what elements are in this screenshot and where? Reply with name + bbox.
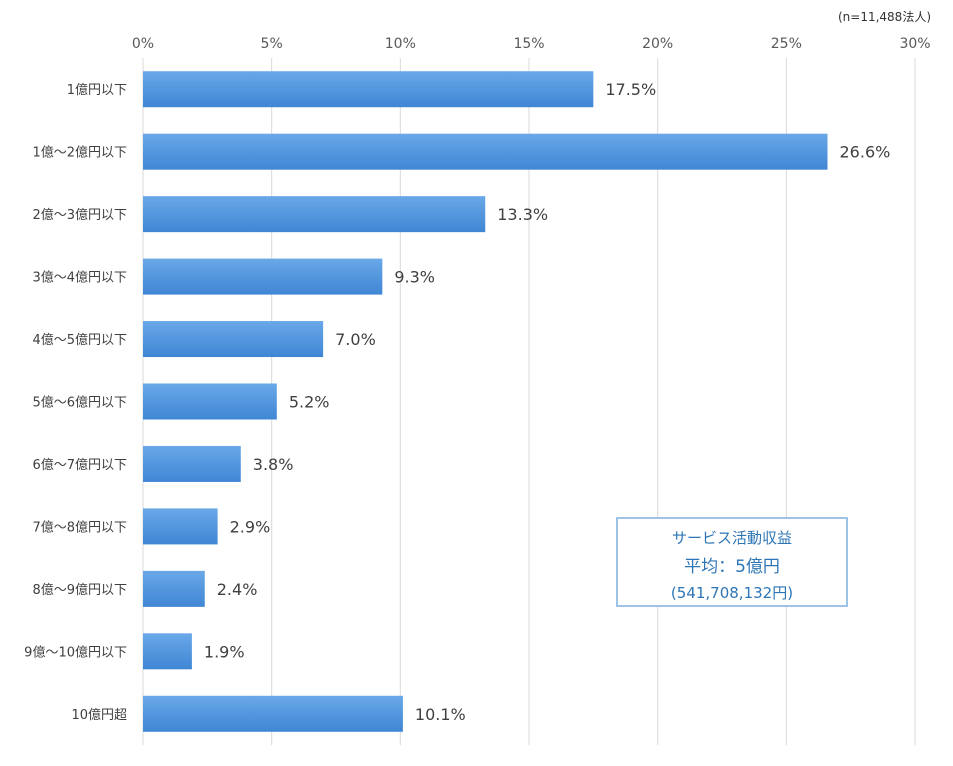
category-label: 5億～6億円以下 (32, 395, 127, 411)
bars (143, 71, 828, 732)
value-label: 1.9% (204, 642, 245, 661)
value-label: 17.5% (605, 80, 656, 99)
bar (143, 71, 594, 108)
summary-exact: (541,708,132円) (670, 584, 794, 602)
summary-title: サービス活動収益 (671, 529, 792, 547)
value-label: 2.4% (217, 580, 258, 599)
category-label: 10億円超 (71, 707, 127, 723)
category-label: 7億～8億円以下 (32, 519, 127, 535)
bar (143, 321, 324, 358)
x-tick-label: 30% (899, 36, 930, 52)
value-label: 9.3% (394, 268, 435, 287)
x-tick-label: 15% (513, 36, 544, 52)
category-label: 8億～9億円以下 (32, 582, 127, 598)
bar (143, 508, 218, 545)
bar (143, 383, 277, 420)
category-labels: 1億円以下 1億～2億円以下 2億～3億円以下 3億～4億円以下 4億～5億円以下 5億～… (24, 82, 127, 723)
x-tick-label: 10% (385, 36, 416, 52)
x-tick-label: 25% (771, 36, 802, 52)
value-label: 26.6% (840, 143, 891, 162)
bar (143, 196, 486, 233)
bar (143, 695, 403, 732)
value-labels: 17.5% 26.6% 13.3% 9.3% 7.0% 5.2% 3.8% 2.9% 2.4% 1… (204, 80, 890, 724)
bar (143, 633, 192, 670)
value-label: 2.9% (230, 517, 271, 536)
x-axis-ticks: 0% 5% 10% 15% 20% 25% 30% (132, 36, 931, 52)
category-label: 9億～10億円以下 (24, 644, 127, 660)
value-label: 10.1% (415, 705, 466, 724)
value-label: 7.0% (335, 330, 376, 349)
category-label: 2億～3億円以下 (32, 207, 127, 223)
bar (143, 133, 828, 170)
summary-average: 平均：5億円 (684, 557, 780, 577)
bar (143, 258, 383, 295)
bar (143, 570, 205, 607)
bar (143, 445, 241, 482)
category-label: 4億～5億円以下 (32, 332, 127, 348)
value-label: 5.2% (289, 393, 330, 412)
x-tick-label: 0% (132, 36, 154, 52)
summary-box: サービス活動収益 平均：5億円 (541,708,132円) (616, 517, 848, 607)
sample-size-note: (n=11,488法人) (837, 10, 931, 24)
value-label: 13.3% (497, 205, 548, 224)
category-label: 1億円以下 (67, 82, 127, 98)
category-label: 1億～2億円以下 (32, 145, 127, 161)
x-tick-label: 20% (642, 36, 673, 52)
category-label: 6億～7億円以下 (32, 457, 127, 473)
category-label: 3億～4億円以下 (32, 270, 127, 286)
value-label: 3.8% (253, 455, 294, 474)
x-tick-label: 5% (261, 36, 283, 52)
